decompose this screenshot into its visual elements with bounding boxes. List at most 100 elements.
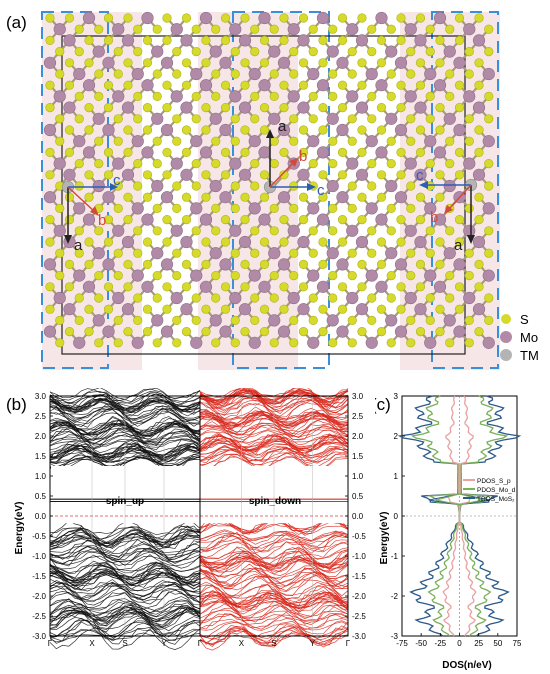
mo-atom [355, 303, 369, 316]
x-tick-label: S [271, 639, 276, 648]
s-atom [230, 69, 240, 79]
mo-atom [112, 157, 125, 170]
y-tick-label: 2.0 [352, 432, 364, 441]
s-atom [94, 136, 104, 146]
axis-label-b-right: b [430, 209, 438, 226]
mo-atom [229, 90, 242, 103]
mo-atom [199, 11, 213, 25]
mo-atom [219, 56, 232, 69]
mo-atom [307, 336, 320, 349]
mo-atom [424, 202, 437, 215]
s-atom [113, 271, 123, 281]
mo-atom [375, 146, 388, 159]
y-tick-label: 3.0 [35, 392, 47, 401]
s-atom [269, 136, 279, 146]
s-atom [259, 192, 270, 202]
s-atom [464, 203, 474, 213]
mo-atom [424, 269, 437, 282]
x-tick-label: Γ [346, 639, 351, 648]
s-atom [123, 58, 133, 68]
s-atom [474, 80, 484, 90]
s-atom [484, 181, 494, 191]
s-atom [133, 226, 143, 236]
s-atom [250, 24, 260, 34]
s-atom [435, 237, 445, 247]
s-atom [45, 304, 55, 314]
s-atom [113, 46, 123, 57]
s-atom [211, 271, 221, 281]
s-atom [474, 125, 484, 135]
mo-atom [43, 123, 57, 137]
s-atom [201, 237, 211, 247]
mo-atom [199, 146, 213, 159]
mo-atom [433, 79, 447, 92]
s-atom [367, 226, 377, 236]
s-atom [337, 282, 348, 292]
y-tick-label: -2.0 [352, 592, 366, 601]
s-atom [484, 24, 494, 34]
s-atom [123, 259, 133, 270]
s-atom [415, 327, 426, 337]
mo-atom [326, 179, 339, 193]
s-atom [191, 159, 201, 169]
s-atom [289, 338, 299, 348]
s-atom [406, 315, 416, 326]
s-atom [337, 80, 348, 90]
axis-label-c-left: c [113, 172, 121, 189]
mo-atom [346, 224, 359, 237]
s-atom [386, 203, 396, 213]
mo-atom [141, 146, 154, 159]
mo-atom [180, 34, 193, 47]
s-atom [425, 226, 435, 236]
s-atom [240, 192, 250, 202]
s-atom [220, 102, 231, 113]
panel-c-xlabel: DOS(n/eV) [442, 660, 491, 671]
s-atom [220, 80, 231, 90]
axes-indicator-left: c a b [64, 172, 121, 254]
dos-x-tick: 75 [513, 639, 522, 648]
s-atom [298, 259, 309, 270]
x-tick-label: Γ [198, 639, 203, 648]
mo-atom [160, 56, 174, 69]
mo-atom [238, 101, 252, 114]
axis-label-b-middle: b [299, 148, 307, 165]
mo-atom [102, 191, 115, 204]
s-atom [474, 147, 484, 157]
s-atom [269, 159, 279, 169]
dos-y-tick: -3 [391, 632, 399, 641]
s-atom [259, 170, 270, 180]
mo-atom [404, 224, 417, 237]
s-atom [357, 259, 367, 270]
mo-atom [375, 11, 388, 25]
y-tick-label: -0.5 [352, 532, 366, 541]
s-atom [318, 102, 328, 113]
mo-atom [248, 269, 261, 282]
mo-atom [112, 291, 125, 305]
s-atom [298, 58, 309, 68]
s-atom [367, 91, 377, 101]
mo-atom [297, 235, 310, 249]
s-atom [211, 24, 221, 34]
s-atom [103, 215, 114, 225]
s-atom [45, 80, 55, 90]
s-atom [172, 271, 182, 281]
s-atom [289, 69, 299, 79]
s-atom [113, 114, 123, 124]
s-atom [123, 80, 133, 90]
s-atom [464, 338, 474, 348]
mo-atom [209, 45, 222, 58]
s-atom [386, 91, 396, 101]
mo-atom [404, 291, 417, 305]
panel-c-label: (c) [375, 395, 391, 414]
mo-atom [394, 325, 408, 338]
s-atom [250, 315, 260, 326]
s-atom [133, 114, 143, 124]
s-atom [289, 248, 299, 258]
s-atom [308, 293, 318, 303]
s-atom [55, 114, 65, 124]
y-tick-labels-left: 3.0 2.5 2.0 1.5 1.0 0.5 0.0 -0.5 -1.0 -1.5 -2.0 -2.… [32, 392, 53, 641]
s-atom [45, 237, 55, 247]
mo-atom [394, 56, 408, 69]
s-atom [298, 125, 309, 135]
